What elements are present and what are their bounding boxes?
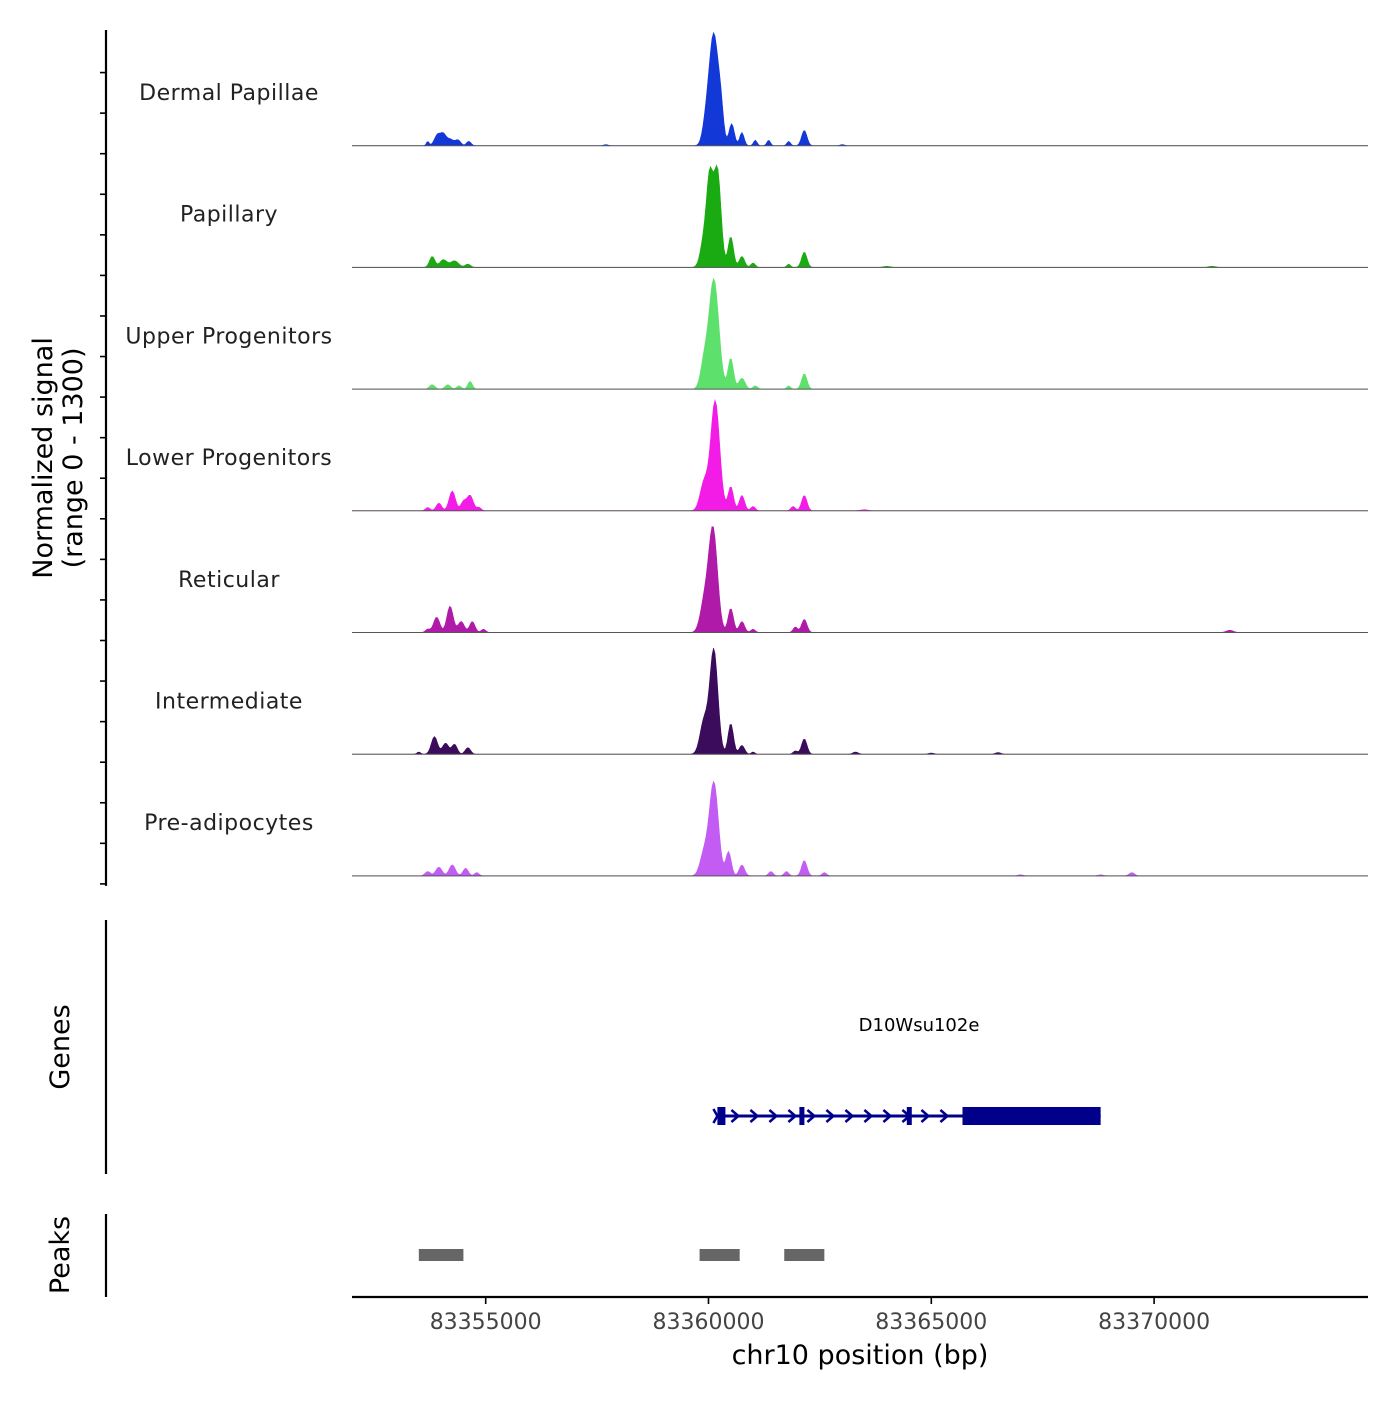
track-intermediate: Intermediate xyxy=(155,647,1368,755)
track-upper-progenitors: Upper Progenitors xyxy=(125,277,1368,390)
peaks-panel: Peaks xyxy=(45,1214,825,1297)
x-axis: 83355000 83360000 83365000 83370000 chr10 po… xyxy=(352,1295,1368,1371)
gene-strand-arrow xyxy=(806,1109,817,1123)
x-tick-label: 83370000 xyxy=(1098,1310,1210,1335)
track-papillary: Papillary xyxy=(180,164,1368,268)
track-signal-area xyxy=(352,526,1368,633)
signal-y-label-line1: Normalized signal xyxy=(28,337,59,579)
track-signal-area xyxy=(352,399,1368,512)
signal-y-label: Normalized signal(range 0 - 1300) xyxy=(28,337,89,579)
track-label: Upper Progenitors xyxy=(125,324,332,349)
gene-strand-arrow xyxy=(768,1109,779,1123)
gene-strand-arrow xyxy=(749,1109,760,1123)
x-tick-label: 83360000 xyxy=(652,1310,764,1335)
track-signal-area xyxy=(352,780,1368,877)
track-lower-progenitors: Lower Progenitors xyxy=(126,399,1368,512)
peak-region xyxy=(784,1249,825,1261)
gene-strand-arrow xyxy=(939,1109,950,1123)
track-label: Pre-adipocytes xyxy=(144,811,314,836)
peak-region xyxy=(699,1249,740,1261)
track-label: Lower Progenitors xyxy=(126,446,332,471)
gene-strand-arrow xyxy=(844,1109,855,1123)
signal-y-label-line2: (range 0 - 1300) xyxy=(58,347,89,568)
track-dermal-papillae: Dermal Papillae xyxy=(139,31,1368,147)
gene-strand-arrow xyxy=(882,1109,893,1123)
gene-exon xyxy=(799,1107,805,1125)
genes-panel: Genes D10Wsu102e xyxy=(45,920,1101,1174)
gene-d10wsu102e: D10Wsu102e xyxy=(712,1015,1101,1125)
gene-exon xyxy=(906,1107,912,1125)
track-label: Dermal Papillae xyxy=(139,81,319,106)
track-signal-area xyxy=(352,277,1368,390)
x-tick-label: 83365000 xyxy=(875,1310,987,1335)
genes-y-label: Genes xyxy=(45,1004,76,1089)
track-signal-area xyxy=(352,31,1368,146)
gene-strand-arrow xyxy=(863,1109,874,1123)
gene-exon xyxy=(717,1107,726,1125)
track-label: Intermediate xyxy=(155,690,303,715)
track-reticular: Reticular xyxy=(178,526,1368,633)
track-label: Reticular xyxy=(178,568,280,593)
track-pre-adipocytes: Pre-adipocytes xyxy=(144,780,1368,877)
gene-strand-arrow xyxy=(920,1109,931,1123)
gene-strand-arrow xyxy=(787,1109,798,1123)
peaks-y-label: Peaks xyxy=(45,1216,76,1294)
signal-panel: Normalized signal(range 0 - 1300) Dermal … xyxy=(28,30,1368,886)
x-tick-label: 83355000 xyxy=(430,1310,542,1335)
gene-exon-block xyxy=(962,1107,1101,1125)
peak-region xyxy=(418,1249,464,1261)
track-signal-area xyxy=(352,164,1368,268)
gene-strand-arrow xyxy=(825,1109,836,1123)
gene-start-mark xyxy=(712,1108,723,1124)
gene-name-label: D10Wsu102e xyxy=(859,1015,980,1036)
x-axis-label: chr10 position (bp) xyxy=(732,1340,989,1371)
track-signal-area xyxy=(352,647,1368,755)
gene-strand-arrow xyxy=(730,1109,741,1123)
track-label: Papillary xyxy=(180,203,278,228)
